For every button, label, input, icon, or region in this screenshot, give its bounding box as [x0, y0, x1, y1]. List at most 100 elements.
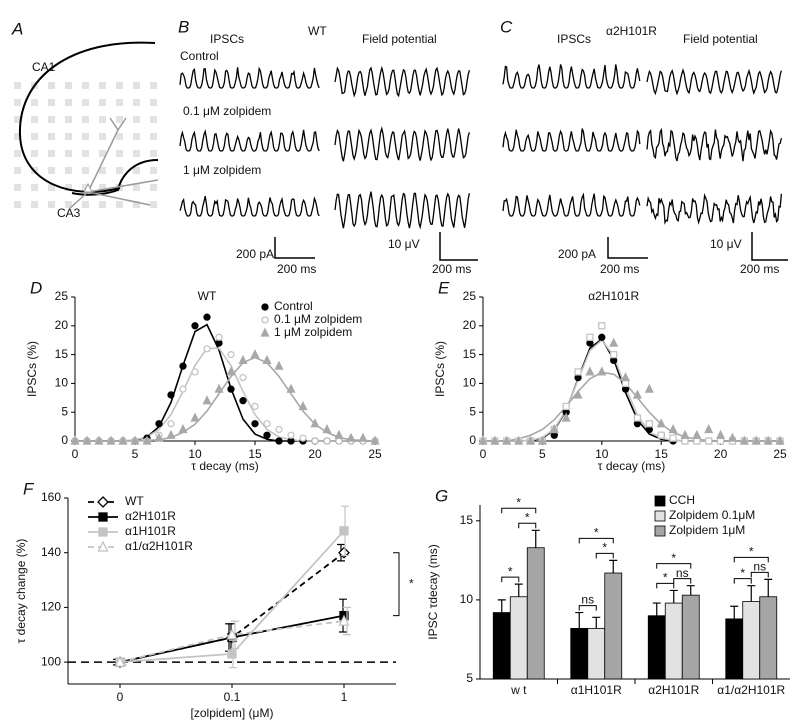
- marker: [226, 628, 238, 640]
- y-tick-label: 20: [55, 318, 69, 332]
- marker: [261, 316, 269, 324]
- bar: [664, 602, 683, 680]
- marker: [262, 354, 272, 365]
- y-axis-label: IPSCs (%): [433, 341, 447, 397]
- marker: [118, 435, 128, 445]
- bracket: [733, 556, 769, 563]
- chart-title: α2H101R: [588, 289, 639, 303]
- panel-label: C: [500, 17, 513, 36]
- marker: [573, 389, 583, 399]
- significance: *: [602, 541, 607, 555]
- x-tick-label: w t: [510, 683, 527, 697]
- grid-dot: [99, 133, 106, 140]
- marker: [586, 339, 594, 347]
- y-tick-label: 5: [61, 404, 68, 418]
- marker: [311, 437, 319, 445]
- grid-dot: [31, 184, 38, 191]
- y-tick-label: 15: [460, 513, 474, 527]
- significance: *: [663, 571, 668, 585]
- bar: [681, 594, 700, 680]
- marker: [645, 425, 653, 434]
- panel-label: F: [23, 479, 35, 498]
- bracket: [733, 578, 752, 584]
- marker: [227, 350, 235, 359]
- marker: [562, 402, 570, 411]
- grid-dot: [99, 82, 106, 89]
- marker: [275, 437, 283, 445]
- significance: *: [671, 551, 676, 565]
- grid-dot: [31, 150, 38, 157]
- grid-dot: [14, 116, 21, 123]
- significance: *: [740, 566, 745, 580]
- marker: [154, 432, 164, 442]
- y-tick-label: 25: [463, 289, 477, 303]
- bracket: [750, 571, 769, 578]
- marker: [178, 424, 188, 434]
- legend-label: 1 μM zolpidem: [274, 325, 352, 339]
- bracket: [501, 507, 537, 514]
- marker: [705, 437, 713, 445]
- marker: [239, 373, 247, 382]
- marker: [346, 432, 356, 442]
- marker: [763, 435, 773, 445]
- grid-dot: [116, 201, 123, 208]
- y-tick-label: 10: [463, 376, 477, 390]
- grid-dot: [99, 116, 106, 123]
- x-tick-label: 25: [773, 447, 787, 461]
- marker: [98, 512, 108, 522]
- grid-dot: [82, 116, 89, 123]
- grid-dot: [48, 82, 55, 89]
- legend-label: Control: [274, 299, 313, 313]
- grid-dot: [150, 201, 157, 208]
- fit-curve: [75, 323, 375, 442]
- grid-dot: [150, 184, 157, 191]
- marker: [597, 366, 607, 376]
- marker: [130, 435, 140, 445]
- grid-dot: [133, 150, 140, 157]
- bracket: [393, 552, 400, 617]
- region-label: CA3: [57, 206, 81, 220]
- grid-dot: [133, 99, 140, 106]
- bracket: [578, 605, 597, 611]
- grid-dot: [48, 150, 55, 157]
- grid-dot: [14, 133, 21, 140]
- marker: [94, 435, 104, 445]
- y-axis-label: IPSC τdecay (ms): [426, 544, 440, 639]
- neuron: [69, 117, 159, 209]
- x-axis-label: τ decay (ms): [191, 459, 258, 473]
- scale-label: 200 ms: [277, 262, 316, 276]
- marker: [574, 368, 582, 376]
- panel-label: A: [11, 19, 23, 38]
- marker: [338, 614, 350, 626]
- marker: [287, 431, 295, 439]
- grid-dot: [116, 133, 123, 140]
- marker: [142, 435, 152, 445]
- grid-dot: [133, 184, 140, 191]
- x-tick-label: α2H101R: [648, 683, 699, 697]
- legend-label: α1H101R: [125, 524, 176, 538]
- marker: [716, 437, 725, 445]
- marker: [98, 527, 108, 537]
- grid-dot: [116, 99, 123, 106]
- panel-label: E: [438, 278, 450, 297]
- y-axis-label: IPSCs (%): [25, 341, 39, 397]
- marker: [621, 379, 630, 388]
- marker: [227, 385, 235, 393]
- grid-dot: [116, 167, 123, 174]
- marker: [609, 337, 619, 347]
- marker: [167, 420, 175, 428]
- y-tick-label: 15: [55, 347, 69, 361]
- grid-dot: [65, 167, 72, 174]
- y-tick-label: 120: [41, 600, 61, 614]
- significance: ns: [676, 566, 689, 580]
- marker: [490, 435, 500, 445]
- bracket: [673, 578, 692, 584]
- ca1-outline: [18, 41, 156, 193]
- bracket: [595, 552, 614, 559]
- trace: [179, 195, 320, 217]
- marker: [97, 540, 109, 552]
- marker: [203, 313, 211, 321]
- y-tick-label: 10: [55, 376, 69, 390]
- grid-dot: [14, 150, 21, 157]
- marker: [287, 437, 295, 445]
